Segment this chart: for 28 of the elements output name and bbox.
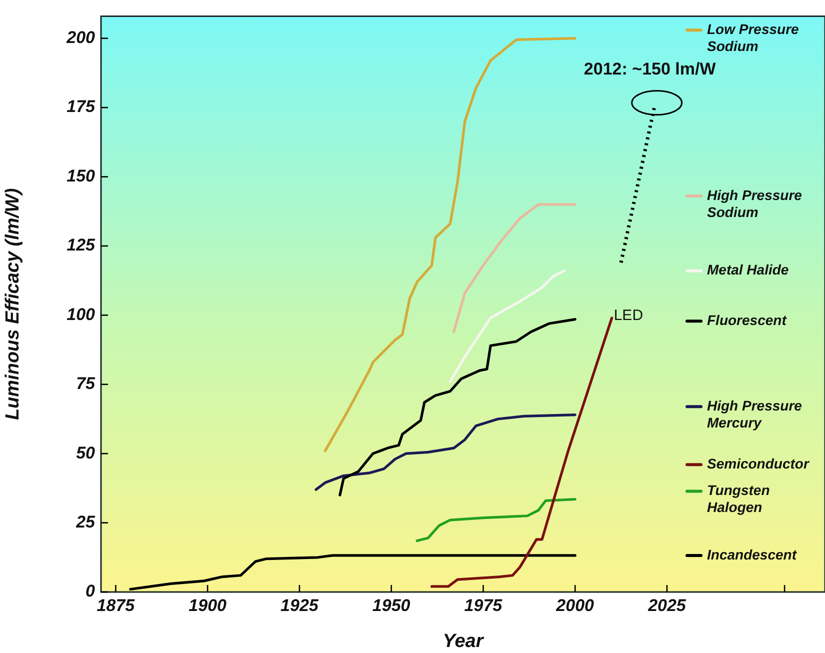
y-tick-label: 25 [75, 512, 96, 532]
legend-label: High Pressure Sodium [707, 186, 802, 220]
y-tick-label: 125 [66, 236, 96, 255]
x-axis-title: Year [442, 630, 485, 652]
legend-label: High Pressure Mercury [707, 397, 802, 430]
annotation: 2012: ~150 lm/W [584, 59, 717, 78]
legend-label: Incandescent [707, 546, 798, 562]
y-tick-label: 50 [76, 443, 96, 462]
y-tick-label: 100 [66, 304, 96, 324]
annotation: LED [614, 307, 644, 324]
x-tick-label: 1875 [96, 596, 136, 615]
x-tick-label: 2025 [647, 596, 686, 615]
x-tick-label: 1925 [280, 596, 319, 615]
y-tick-label: 75 [76, 374, 96, 394]
x-tick-label: 1950 [372, 596, 411, 615]
legend-label: Semiconductor [707, 456, 810, 472]
y-axis-title: Luminous Efficacy (lm/W) [2, 188, 24, 420]
legend-label: Tungsten Halogen [707, 482, 770, 516]
legend-label: Metal Halide [707, 262, 789, 278]
x-tick-label: 2000 [555, 596, 595, 615]
y-tick-label: 175 [66, 97, 96, 116]
y-tick-label: 150 [66, 166, 96, 186]
x-tick-label: 1975 [464, 596, 503, 615]
legend-label: Fluorescent [707, 312, 788, 328]
legend-label: Low Pressure Sodium [707, 20, 800, 54]
y-tick-label: 200 [66, 28, 96, 48]
y-tick-label: 0 [86, 582, 96, 601]
x-tick-label: 1900 [188, 596, 228, 615]
